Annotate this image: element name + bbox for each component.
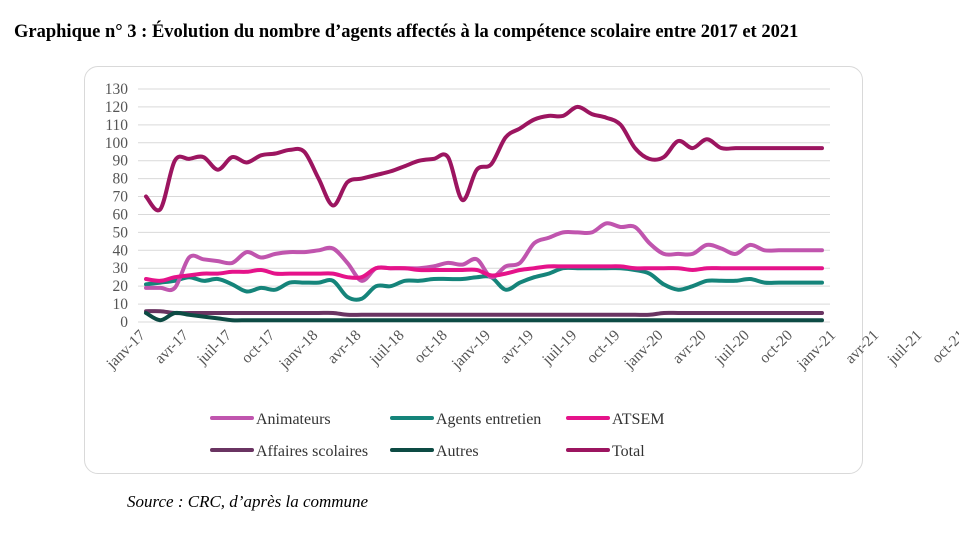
legend-label-autres: Autres (436, 443, 479, 460)
x-tick-label: oct-17 (238, 327, 278, 367)
x-tick-label: oct-20 (756, 327, 796, 367)
legend: Animateurs Agents entretien ATSEM Affaires … (210, 411, 664, 460)
source-note: Source : CRC, d’après la commune (127, 492, 369, 511)
gridlines (138, 88, 830, 323)
x-tick-label: janv-20 (620, 327, 666, 373)
legend-label-agents-entretien: Agents entretien (436, 411, 541, 428)
x-tick-label: oct-19 (583, 327, 623, 367)
y-tick-label: 120 (105, 99, 129, 116)
legend-label-animateurs: Animateurs (256, 411, 331, 428)
y-tick-label: 50 (113, 224, 129, 241)
x-tick-label: avr-17 (152, 327, 193, 368)
x-tick-label: avr-18 (324, 327, 365, 368)
y-tick-label: 70 (113, 189, 129, 206)
x-tick-label: avr-20 (669, 327, 710, 368)
series-line-autres (144, 310, 824, 323)
y-tick-label: 0 (120, 314, 128, 331)
x-tick-label: oct-18 (411, 327, 451, 367)
x-tick-label: janv-17 (103, 327, 149, 373)
x-tick-label: juil-17 (193, 327, 235, 369)
chart-title: Graphique n° 3 : Évolution du nombre d’a… (14, 22, 799, 42)
y-tick-label: 110 (105, 117, 128, 134)
x-tick-label: janv-19 (448, 327, 494, 373)
y-tick-label: 100 (105, 135, 129, 152)
series-line-atsem (144, 264, 824, 283)
series-lines (144, 104, 824, 323)
legend-label-total: Total (612, 443, 645, 460)
y-tick-label: 40 (113, 242, 129, 259)
y-tick-label: 30 (113, 260, 129, 277)
x-tick-label: janv-21 (793, 327, 839, 373)
x-tick-label: juil-21 (884, 327, 926, 369)
x-tick-label: janv-18 (275, 327, 321, 373)
x-tick-label: avr-21 (842, 327, 882, 367)
series-line-affaires-scolaires (144, 309, 824, 317)
series-line-total (144, 104, 824, 213)
y-tick-label: 90 (113, 153, 129, 170)
x-tick-label: juil-19 (538, 327, 580, 369)
series-line-agents-entretien (144, 265, 824, 302)
x-tick-label: oct-21 (929, 327, 959, 367)
y-tick-label: 10 (113, 296, 129, 313)
x-tick-label: juil-18 (366, 327, 408, 369)
y-tick-label: 20 (113, 278, 129, 295)
x-tick-label: juil-20 (711, 327, 753, 369)
y-tick-label: 80 (113, 171, 129, 188)
y-tick-label: 130 (105, 81, 129, 98)
legend-label-affaires-scolaires: Affaires scolaires (256, 443, 368, 460)
x-tick-label: avr-19 (497, 327, 538, 368)
y-tick-label: 60 (113, 206, 129, 223)
legend-label-atsem: ATSEM (612, 411, 664, 428)
series-line-animateurs (144, 221, 824, 293)
